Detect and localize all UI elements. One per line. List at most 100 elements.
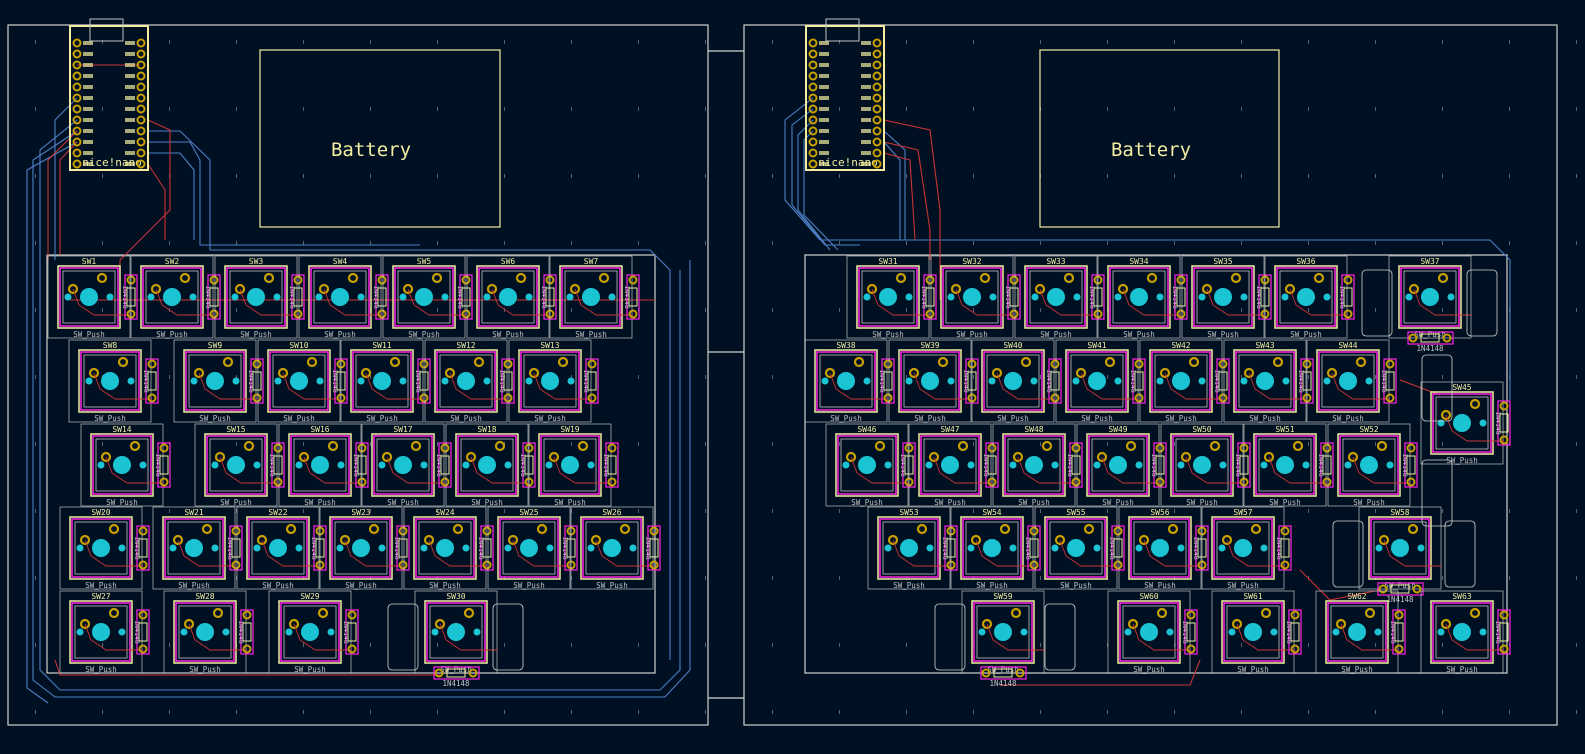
switch-footprint[interactable]: SW3 SW_Push: [214, 255, 298, 339]
diode-footprint[interactable]: 1N4148: [1389, 609, 1406, 655]
switch-footprint[interactable]: SW15 SW_Push: [194, 423, 278, 507]
diode-footprint[interactable]: 1N4148: [1401, 442, 1418, 488]
diode-footprint[interactable]: 1N4148: [982, 442, 999, 488]
diode-footprint[interactable]: 1N4148: [498, 358, 515, 404]
switch-footprint[interactable]: SW50 SW_Push: [1160, 423, 1244, 507]
switch-footprint[interactable]: SW41 SW_Push: [1055, 339, 1139, 423]
diode-footprint[interactable]: 1N4148: [226, 525, 243, 571]
switch-footprint[interactable]: SW31 SW_Push: [846, 255, 930, 339]
switch-footprint[interactable]: SW18 SW_Push: [445, 423, 529, 507]
diode-footprint[interactable]: 1N4148: [1108, 525, 1125, 571]
diode-footprint[interactable]: 1N4148: [142, 358, 159, 404]
diode-footprint[interactable]: 1N4148: [1171, 274, 1188, 320]
switch-footprint[interactable]: SW29 SW_Push: [268, 590, 352, 674]
switch-footprint[interactable]: SW40 SW_Push: [971, 339, 1055, 423]
diode-footprint[interactable]: 1N4148: [1407, 331, 1454, 353]
diode-footprint[interactable]: 1N4148: [237, 609, 254, 655]
diode-footprint[interactable]: 1N4148: [1494, 400, 1511, 446]
diode-footprint[interactable]: 1N4148: [1377, 582, 1424, 604]
switch-footprint[interactable]: SW43 SW_Push: [1223, 339, 1307, 423]
switch-footprint[interactable]: SW62 SW_Push: [1315, 590, 1399, 674]
switch-footprint[interactable]: SW57 SW_Push: [1201, 506, 1285, 590]
diode-footprint[interactable]: 1N4148: [204, 274, 221, 320]
switch-footprint[interactable]: SW8 SW_Push: [68, 339, 152, 423]
diode-footprint[interactable]: 1N4148: [1150, 442, 1167, 488]
diode-footprint[interactable]: 1N4148: [644, 525, 661, 571]
switch-footprint[interactable]: SW14 SW_Push: [80, 423, 164, 507]
diode-footprint[interactable]: 1N4148: [1338, 274, 1355, 320]
switch-footprint[interactable]: SW25 SW_Push: [487, 506, 571, 590]
switch-footprint[interactable]: SW54 SW_Push: [950, 506, 1034, 590]
switch-footprint[interactable]: SW7 SW_Push: [549, 255, 633, 339]
switch-footprint[interactable]: SW39 SW_Push: [888, 339, 972, 423]
diode-footprint[interactable]: 1N4148: [878, 358, 895, 404]
diode-footprint[interactable]: 1N4148: [1380, 358, 1397, 404]
diode-footprint[interactable]: 1N4148: [1066, 442, 1083, 488]
switch-footprint[interactable]: SW53 SW_Push: [867, 506, 951, 590]
diode-footprint[interactable]: 1N4148: [1285, 609, 1302, 655]
switch-footprint[interactable]: SW35 SW_Push: [1181, 255, 1265, 339]
diode-footprint[interactable]: 1N4148: [477, 525, 494, 571]
left-controller[interactable]: nice!nano: [69, 18, 149, 171]
switch-footprint[interactable]: SW9 SW_Push: [173, 339, 257, 423]
diode-footprint[interactable]: 1N4148: [247, 358, 264, 404]
switch-footprint[interactable]: SW51 SW_Push: [1243, 423, 1327, 507]
switch-footprint[interactable]: SW24 SW_Push: [403, 506, 487, 590]
switch-footprint[interactable]: SW56 SW_Push: [1118, 506, 1202, 590]
switch-footprint[interactable]: SW48 SW_Push: [992, 423, 1076, 507]
switch-footprint[interactable]: SW27 SW_Push: [59, 590, 143, 674]
diode-footprint[interactable]: 1N4148: [920, 274, 937, 320]
diode-footprint[interactable]: 1N4148: [1129, 358, 1146, 404]
switch-footprint[interactable]: SW5 SW_Push: [382, 255, 466, 339]
switch-footprint[interactable]: SW10 SW_Push: [257, 339, 341, 423]
diode-footprint[interactable]: 1N4148: [623, 274, 640, 320]
diode-footprint[interactable]: 1N4148: [133, 609, 150, 655]
switch-footprint[interactable]: SW2 SW_Push: [130, 255, 214, 339]
switch-footprint[interactable]: SW47 SW_Push: [908, 423, 992, 507]
switch-footprint[interactable]: SW17 SW_Push: [361, 423, 445, 507]
diode-footprint[interactable]: 1N4148: [1045, 358, 1062, 404]
switch-footprint[interactable]: SW12 SW_Push: [424, 339, 508, 423]
switch-footprint[interactable]: SW16 SW_Push: [278, 423, 362, 507]
diode-footprint[interactable]: 1N4148: [1004, 274, 1021, 320]
diode-footprint[interactable]: 1N4148: [433, 666, 480, 688]
switch-footprint[interactable]: SW1 SW_Push: [47, 255, 131, 339]
switch-footprint[interactable]: SW46 SW_Push: [825, 423, 909, 507]
diode-footprint[interactable]: 1N4148: [414, 358, 431, 404]
diode-footprint[interactable]: 1N4148: [268, 442, 285, 488]
switch-footprint[interactable]: SW55 SW_Push: [1034, 506, 1118, 590]
switch-footprint[interactable]: SW4 SW_Push: [298, 255, 382, 339]
diode-footprint[interactable]: 1N4148: [288, 274, 305, 320]
diode-footprint[interactable]: 1N4148: [372, 274, 389, 320]
switch-footprint[interactable]: SW6 SW_Push: [466, 255, 550, 339]
diode-footprint[interactable]: 1N4148: [980, 666, 1027, 688]
switch-footprint[interactable]: SW42 SW_Push: [1139, 339, 1223, 423]
diode-footprint[interactable]: 1N4148: [602, 442, 619, 488]
switch-footprint[interactable]: SW19 SW_Push: [528, 423, 612, 507]
switch-footprint[interactable]: SW33 SW_Push: [1014, 255, 1098, 339]
switch-footprint[interactable]: SW63 SW_Push: [1420, 590, 1504, 674]
diode-footprint[interactable]: 1N4148: [1024, 525, 1041, 571]
switch-footprint[interactable]: SW20 SW_Push: [59, 506, 143, 590]
switch-footprint[interactable]: SW60 SW_Push: [1107, 590, 1191, 674]
diode-footprint[interactable]: 1N4148: [154, 442, 171, 488]
switch-footprint[interactable]: SW21 SW_Push: [152, 506, 236, 590]
switch-footprint[interactable]: SW32 SW_Push: [930, 255, 1014, 339]
diode-footprint[interactable]: 1N4148: [393, 525, 410, 571]
switch-footprint[interactable]: SW52 SW_Push: [1327, 423, 1411, 507]
diode-footprint[interactable]: 1N4148: [1275, 525, 1292, 571]
diode-footprint[interactable]: 1N4148: [342, 609, 359, 655]
diode-footprint[interactable]: 1N4148: [133, 525, 150, 571]
diode-footprint[interactable]: 1N4148: [1494, 609, 1511, 655]
diode-footprint[interactable]: 1N4148: [435, 442, 452, 488]
switch-footprint[interactable]: SW61 SW_Push: [1211, 590, 1295, 674]
switch-footprint[interactable]: SW44 SW_Push: [1306, 339, 1390, 423]
switch-footprint[interactable]: SW34 SW_Push: [1097, 255, 1181, 339]
switch-footprint[interactable]: SW45 SW_Push: [1420, 381, 1504, 465]
switch-footprint[interactable]: SW49 SW_Push: [1076, 423, 1160, 507]
diode-footprint[interactable]: 1N4148: [1317, 442, 1334, 488]
